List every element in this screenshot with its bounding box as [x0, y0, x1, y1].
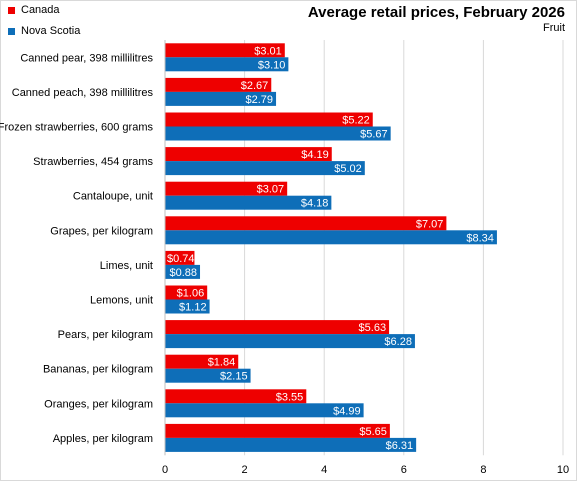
bar-canada [165, 354, 239, 369]
x-tick-label: 0 [162, 464, 168, 476]
bar-nova-scotia [165, 368, 251, 383]
legend-swatch-nova-scotia [8, 27, 15, 35]
data-label: $5.65 [359, 426, 387, 438]
x-tick-label: 6 [401, 464, 407, 476]
data-label: $3.55 [276, 391, 304, 403]
data-label: $2.79 [246, 94, 274, 106]
bar-nova-scotia [165, 403, 364, 418]
category-label: Frozen strawberries, 600 grams [0, 122, 153, 134]
bar-canada [165, 423, 390, 438]
legend-swatch-canada [8, 6, 15, 14]
bar-canada [165, 320, 390, 335]
category-label: Bananas, per kilogram [43, 364, 153, 376]
data-label: $4.18 [301, 198, 329, 210]
legend-label-nova-scotia: Nova Scotia [21, 25, 81, 37]
data-label: $2.15 [220, 371, 248, 383]
x-tick-label: 4 [321, 464, 327, 476]
bar-canada [165, 77, 272, 92]
chart-title: Average retail prices, February 2026 [307, 4, 565, 21]
legend-label-canada: Canada [21, 4, 60, 16]
category-label: Apples, per kilogram [53, 433, 153, 445]
data-label: $5.67 [360, 129, 388, 141]
data-label: $6.31 [386, 440, 414, 452]
bar-canada [165, 147, 332, 162]
bar-nova-scotia [165, 264, 201, 279]
chart-subtitle: Fruit [543, 22, 565, 34]
data-label: $4.19 [301, 149, 329, 161]
bar-canada [165, 250, 195, 265]
bar-nova-scotia [165, 299, 210, 314]
legend-item-nova-scotia: Nova Scotia [8, 25, 80, 37]
x-tick-label: 2 [242, 464, 248, 476]
bar-canada [165, 181, 288, 196]
data-label: $7.07 [416, 218, 444, 230]
bar-nova-scotia [165, 126, 391, 141]
category-label: Grapes, per kilogram [50, 225, 153, 237]
bar-canada [165, 285, 208, 300]
bar-nova-scotia [165, 230, 497, 245]
category-label: Canned peach, 398 millilitres [12, 87, 154, 99]
category-label: Canned pear, 398 millilitres [20, 52, 153, 64]
data-label: $6.28 [384, 336, 412, 348]
category-label: Oranges, per kilogram [44, 398, 153, 410]
bar-canada [165, 216, 447, 231]
category-label: Pears, per kilogram [58, 329, 153, 341]
category-label: Strawberries, 454 grams [33, 156, 153, 168]
data-label: $2.67 [241, 80, 269, 92]
bar-nova-scotia [165, 334, 415, 349]
bar-nova-scotia [165, 161, 365, 176]
data-label: $3.01 [254, 45, 282, 57]
data-label: $8.34 [466, 232, 494, 244]
legend-item-canada: Canada [8, 4, 60, 16]
bar-canada [165, 43, 285, 58]
data-label: $1.06 [177, 288, 205, 300]
data-label: $1.12 [179, 302, 207, 314]
bar-nova-scotia [165, 91, 277, 106]
data-label: $3.07 [257, 184, 285, 196]
bar-canada [165, 112, 373, 127]
bar-nova-scotia [165, 57, 289, 72]
data-label: $0.88 [169, 267, 197, 279]
data-label: $3.10 [258, 59, 286, 71]
bar-nova-scotia [165, 195, 332, 210]
data-label: $0.74 [167, 253, 195, 265]
data-label: $1.84 [208, 357, 236, 369]
bar-canada [165, 389, 307, 404]
data-label: $5.22 [342, 115, 370, 127]
x-tick-label: 10 [557, 464, 569, 476]
category-label: Lemons, unit [90, 295, 153, 307]
bar-nova-scotia [165, 437, 417, 452]
x-tick-label: 8 [480, 464, 486, 476]
category-label: Cantaloupe, unit [73, 191, 153, 203]
data-label: $4.99 [333, 405, 361, 417]
data-label: $5.63 [359, 322, 387, 334]
category-label: Limes, unit [100, 260, 153, 272]
data-label: $5.02 [334, 163, 362, 175]
